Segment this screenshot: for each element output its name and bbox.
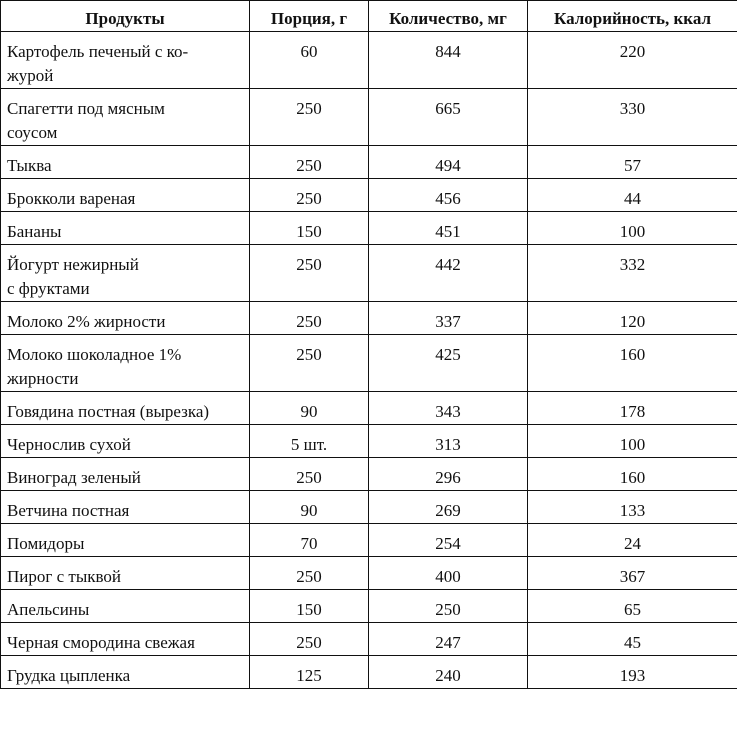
cell-amount: 269 bbox=[368, 490, 528, 524]
cell-product: Йогурт нежирный с фруктами bbox=[0, 244, 250, 302]
cell-portion: 250 bbox=[249, 244, 369, 302]
cell-calories: 24 bbox=[527, 523, 737, 557]
table-row: Тыква 250 494 57 bbox=[0, 145, 737, 179]
cell-amount: 844 bbox=[368, 31, 528, 89]
cell-amount: 665 bbox=[368, 88, 528, 146]
cell-product: Чернослив сухой bbox=[0, 424, 250, 458]
cell-calories: 330 bbox=[527, 88, 737, 146]
cell-portion: 60 bbox=[249, 31, 369, 89]
table-row: Картофель печеный с ко- журой 60 844 220 bbox=[0, 31, 737, 89]
cell-amount: 247 bbox=[368, 622, 528, 656]
cell-portion: 150 bbox=[249, 589, 369, 623]
cell-calories: 100 bbox=[527, 424, 737, 458]
table-row: Чернослив сухой 5 шт. 313 100 bbox=[0, 424, 737, 458]
cell-product: Помидоры bbox=[0, 523, 250, 557]
cell-product: Спагетти под мясным соусом bbox=[0, 88, 250, 146]
cell-amount: 337 bbox=[368, 301, 528, 335]
cell-portion: 250 bbox=[249, 145, 369, 179]
header-product: Продукты bbox=[0, 0, 250, 32]
cell-amount: 451 bbox=[368, 211, 528, 245]
cell-calories: 57 bbox=[527, 145, 737, 179]
table-row: Йогурт нежирный с фруктами 250 442 332 bbox=[0, 244, 737, 302]
cell-product: Тыква bbox=[0, 145, 250, 179]
cell-calories: 65 bbox=[527, 589, 737, 623]
cell-calories: 100 bbox=[527, 211, 737, 245]
table-row: Помидоры 70 254 24 bbox=[0, 523, 737, 557]
cell-amount: 313 bbox=[368, 424, 528, 458]
cell-portion: 250 bbox=[249, 301, 369, 335]
cell-product: Бананы bbox=[0, 211, 250, 245]
cell-amount: 254 bbox=[368, 523, 528, 557]
cell-calories: 193 bbox=[527, 655, 737, 689]
cell-product: Брокколи вареная bbox=[0, 178, 250, 212]
table-row: Черная смородина свежая 250 247 45 bbox=[0, 622, 737, 656]
cell-product: Ветчина постная bbox=[0, 490, 250, 524]
cell-portion: 90 bbox=[249, 490, 369, 524]
cell-calories: 160 bbox=[527, 457, 737, 491]
table-row: Грудка цыпленка 125 240 193 bbox=[0, 655, 737, 689]
cell-product: Апельсины bbox=[0, 589, 250, 623]
cell-calories: 133 bbox=[527, 490, 737, 524]
table-row: Говядина постная (вырезка) 90 343 178 bbox=[0, 391, 737, 425]
cell-amount: 343 bbox=[368, 391, 528, 425]
table-row: Брокколи вареная 250 456 44 bbox=[0, 178, 737, 212]
cell-product: Молоко шоколадное 1% жирности bbox=[0, 334, 250, 392]
cell-product: Черная смородина свежая bbox=[0, 622, 250, 656]
cell-portion: 250 bbox=[249, 457, 369, 491]
table-row: Ветчина постная 90 269 133 bbox=[0, 490, 737, 524]
cell-portion: 250 bbox=[249, 178, 369, 212]
cell-portion: 5 шт. bbox=[249, 424, 369, 458]
cell-calories: 45 bbox=[527, 622, 737, 656]
table-row: Бананы 150 451 100 bbox=[0, 211, 737, 245]
cell-product: Говядина постная (вырезка) bbox=[0, 391, 250, 425]
cell-portion: 150 bbox=[249, 211, 369, 245]
cell-calories: 220 bbox=[527, 31, 737, 89]
table-row: Спагетти под мясным соусом 250 665 330 bbox=[0, 88, 737, 146]
cell-amount: 425 bbox=[368, 334, 528, 392]
cell-amount: 240 bbox=[368, 655, 528, 689]
cell-portion: 70 bbox=[249, 523, 369, 557]
cell-portion: 250 bbox=[249, 556, 369, 590]
cell-product: Виноград зеленый bbox=[0, 457, 250, 491]
cell-calories: 160 bbox=[527, 334, 737, 392]
cell-calories: 332 bbox=[527, 244, 737, 302]
cell-portion: 250 bbox=[249, 334, 369, 392]
cell-product: Грудка цыпленка bbox=[0, 655, 250, 689]
table-row: Виноград зеленый 250 296 160 bbox=[0, 457, 737, 491]
cell-calories: 44 bbox=[527, 178, 737, 212]
cell-amount: 400 bbox=[368, 556, 528, 590]
cell-calories: 178 bbox=[527, 391, 737, 425]
cell-amount: 296 bbox=[368, 457, 528, 491]
cell-amount: 250 bbox=[368, 589, 528, 623]
header-portion: Порция, г bbox=[249, 0, 369, 32]
cell-product: Пирог с тыквой bbox=[0, 556, 250, 590]
cell-calories: 120 bbox=[527, 301, 737, 335]
header-calories: Калорийность, ккал bbox=[527, 0, 737, 32]
cell-portion: 125 bbox=[249, 655, 369, 689]
header-amount: Количество, мг bbox=[368, 0, 528, 32]
cell-product: Молоко 2% жирности bbox=[0, 301, 250, 335]
header-row: Продукты Порция, г Количество, мг Калори… bbox=[0, 0, 737, 32]
nutrition-table: Продукты Порция, г Количество, мг Калори… bbox=[0, 0, 737, 689]
cell-amount: 442 bbox=[368, 244, 528, 302]
table-row: Молоко 2% жирности 250 337 120 bbox=[0, 301, 737, 335]
table-row: Пирог с тыквой 250 400 367 bbox=[0, 556, 737, 590]
table-row: Молоко шоколадное 1% жирности 250 425 160 bbox=[0, 334, 737, 392]
cell-portion: 90 bbox=[249, 391, 369, 425]
cell-calories: 367 bbox=[527, 556, 737, 590]
cell-portion: 250 bbox=[249, 622, 369, 656]
cell-amount: 456 bbox=[368, 178, 528, 212]
table-row: Апельсины 150 250 65 bbox=[0, 589, 737, 623]
cell-product: Картофель печеный с ко- журой bbox=[0, 31, 250, 89]
cell-amount: 494 bbox=[368, 145, 528, 179]
cell-portion: 250 bbox=[249, 88, 369, 146]
